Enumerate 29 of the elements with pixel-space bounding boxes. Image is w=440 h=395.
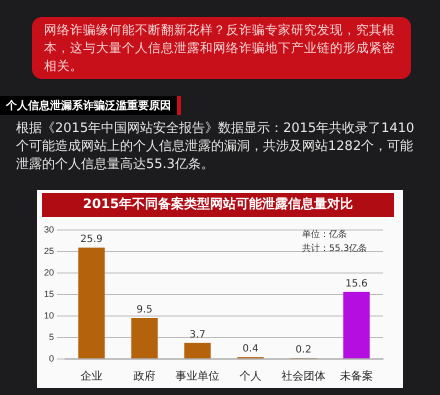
x-tick-label: 社会团体 xyxy=(282,369,326,382)
x-tick-label: 事业单位 xyxy=(176,369,220,382)
data-label: 9.5 xyxy=(136,304,152,316)
y-tick-label: 30 xyxy=(44,224,54,234)
bar xyxy=(184,342,211,358)
y-tick-label: 0 xyxy=(48,353,54,364)
text: 个人信息泄漏系诈骗泛滥重要原因 xyxy=(0,96,181,115)
x-tick-label: 未备案 xyxy=(340,369,373,382)
data-label: 15.6 xyxy=(345,278,368,290)
data-label: 25.9 xyxy=(80,234,103,246)
text: 网络诈骗缘何能不断翻新花样？反诈骗专家研究发现，究其根本，这与大量个人信息泄露和网络诈骗地下产业链的形成紧密相关。 xyxy=(32,17,411,79)
y-tick-label: 10 xyxy=(44,310,54,320)
x-tick-label: 企业 xyxy=(80,369,103,382)
text: 根据《2015年中国网站安全报告》数据显示：2015年共收录了1410个可能造成网站上的个人信息泄露的漏洞，共涉及网站1282个，可能泄露的个人信息量高达55.3亿条。 xyxy=(16,120,416,174)
annotation: 单位：亿条 xyxy=(302,228,347,241)
bar xyxy=(78,248,105,358)
data-label: 0.2 xyxy=(296,344,312,356)
y-tick-label: 20 xyxy=(44,267,54,278)
data-label: 0.4 xyxy=(242,344,258,355)
x-tick-label: 个人 xyxy=(240,370,262,382)
x-tick-label: 政府 xyxy=(134,369,156,382)
y-tick-label: 15 xyxy=(44,288,54,299)
annotation: 共计：55.3亿条 xyxy=(302,242,368,255)
bar xyxy=(131,318,158,358)
y-tick-label: 25 xyxy=(44,246,54,256)
y-tick-label: 5 xyxy=(48,332,54,342)
data-label: 3.7 xyxy=(190,330,206,341)
chart-title: 2015年不同备案类型网站可能泄露信息量对比 xyxy=(42,193,394,217)
bar xyxy=(343,292,370,358)
